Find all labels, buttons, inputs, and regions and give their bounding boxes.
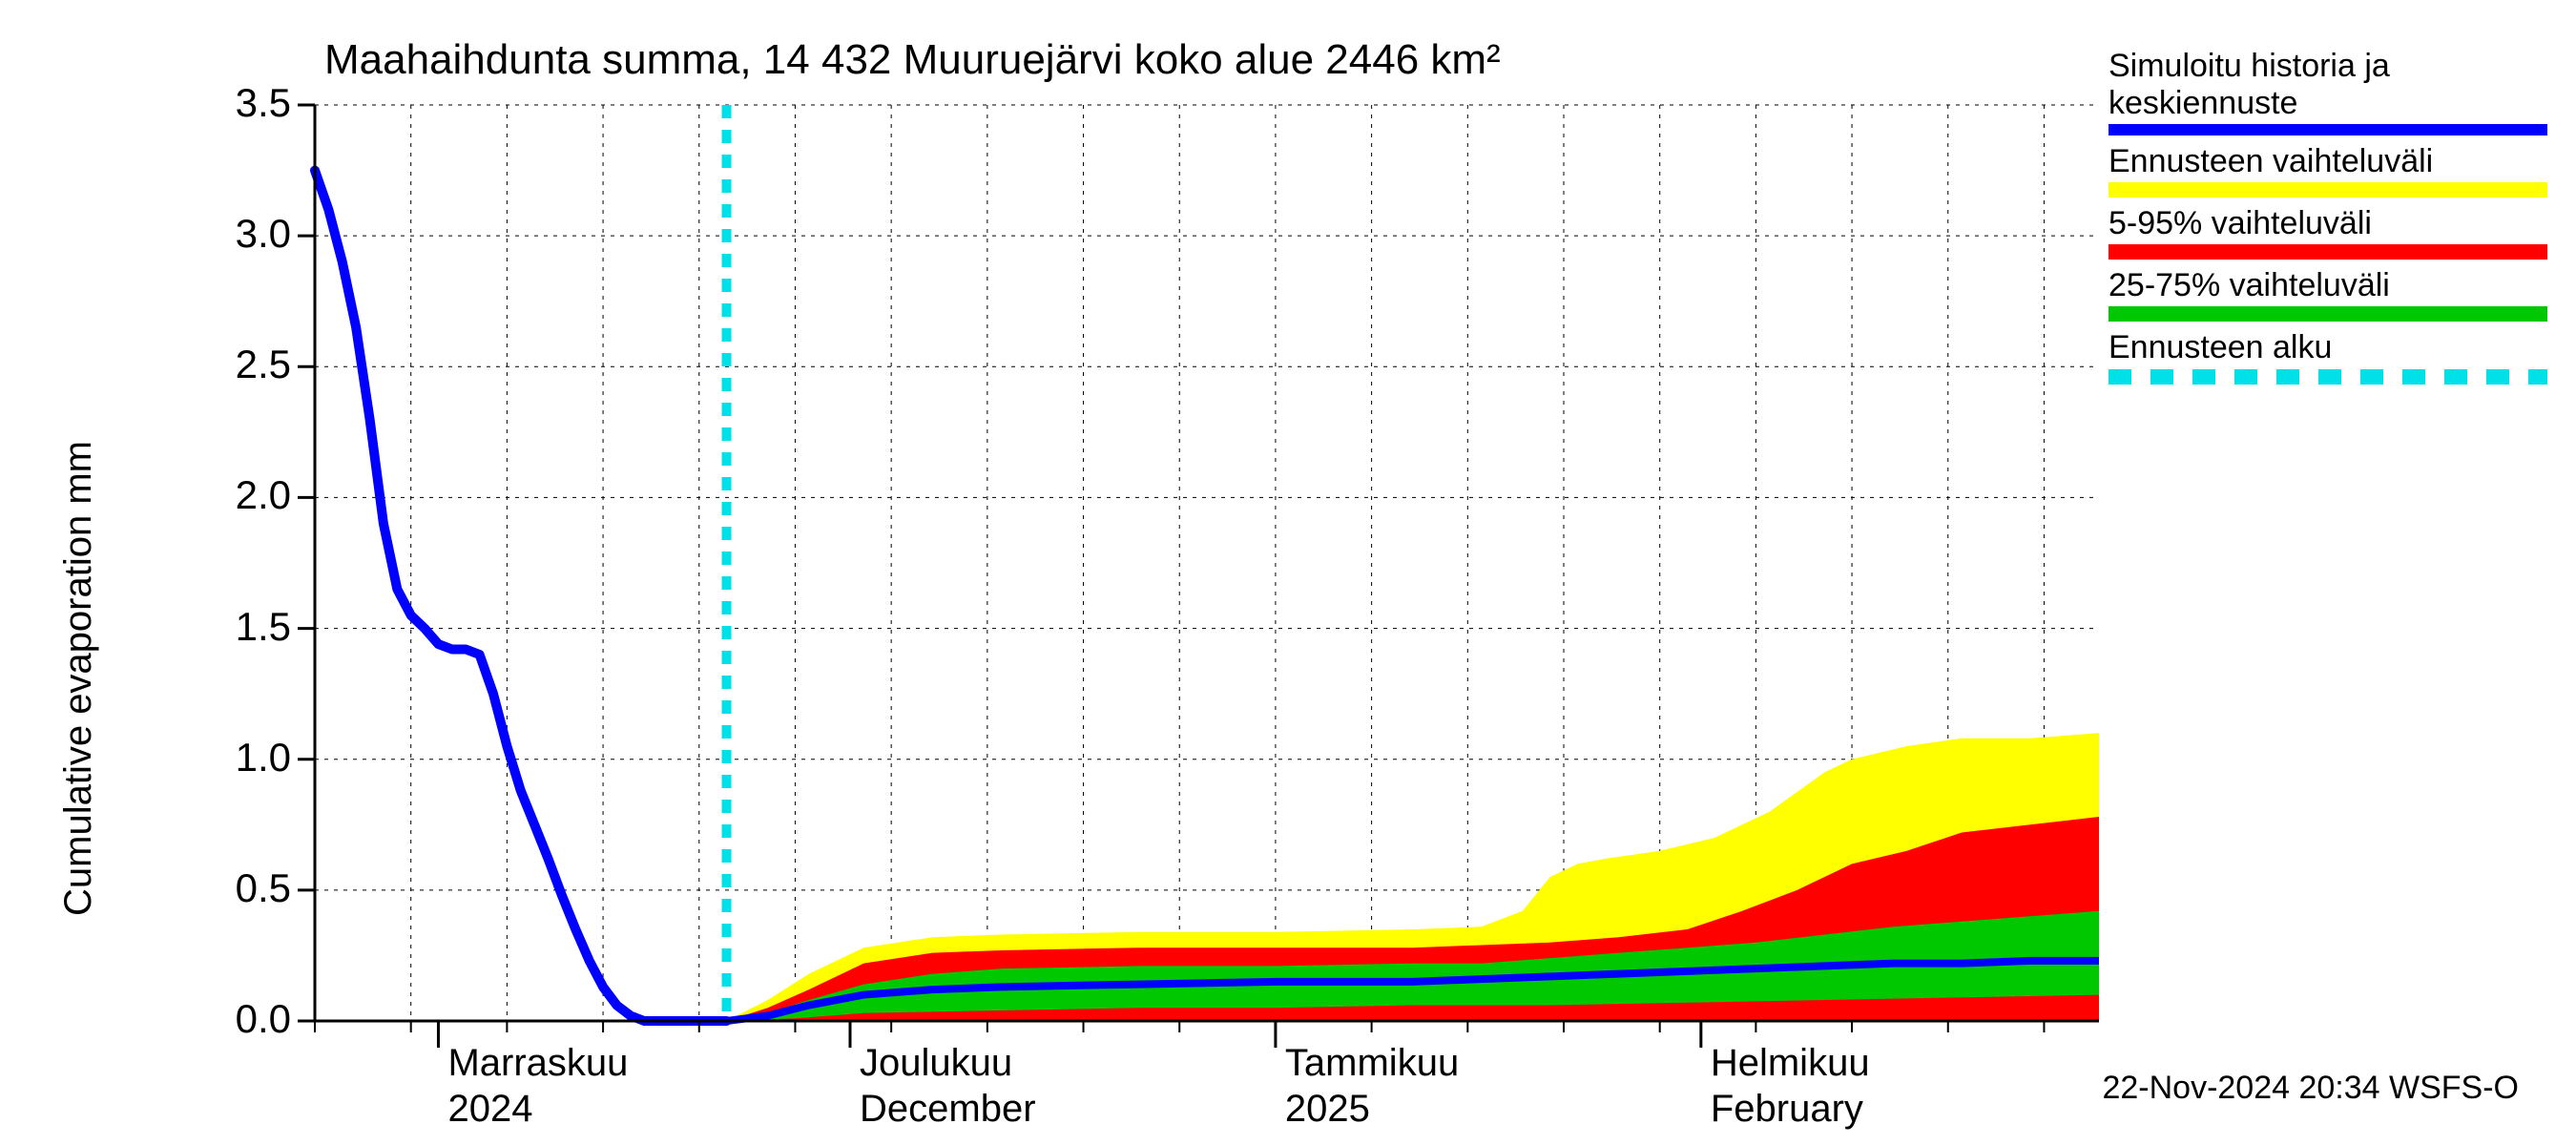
y-tick-label: 3.5 <box>200 80 291 126</box>
legend-item: Ennusteen alku <box>2109 329 2547 384</box>
legend-swatch <box>2109 244 2547 260</box>
legend-swatch <box>2109 306 2547 322</box>
chart-footer: 22-Nov-2024 20:34 WSFS-O <box>2102 1070 2519 1107</box>
x-month-label: Joulukuu <box>860 1042 1012 1085</box>
legend-item: Ennusteen vaihteluväli <box>2109 143 2547 198</box>
legend-swatch <box>2109 182 2547 198</box>
legend-label: Ennusteen vaihteluväli <box>2109 143 2547 180</box>
chart-container: Maahaihdunta summa, 14 432 Muuruejärvi k… <box>0 0 2576 1145</box>
y-tick-label: 2.0 <box>200 472 291 518</box>
x-month-sublabel: 2025 <box>1285 1088 1370 1131</box>
x-month-sublabel: February <box>1711 1088 1863 1131</box>
x-month-sublabel: 2024 <box>447 1088 532 1131</box>
legend-label: Ennusteen alku <box>2109 329 2547 366</box>
x-month-sublabel: December <box>860 1088 1036 1131</box>
legend-label: 5-95% vaihteluväli <box>2109 205 2547 242</box>
x-month-label: Marraskuu <box>447 1042 628 1085</box>
legend-item: 5-95% vaihteluväli <box>2109 205 2547 260</box>
legend-item: 25-75% vaihteluväli <box>2109 267 2547 322</box>
x-month-label: Helmikuu <box>1711 1042 1870 1085</box>
y-tick-label: 1.5 <box>200 604 291 650</box>
legend-label: 25-75% vaihteluväli <box>2109 267 2547 304</box>
legend-item: Simuloitu historia ja keskiennuste <box>2109 48 2547 135</box>
legend-swatch <box>2109 124 2547 135</box>
x-month-label: Tammikuu <box>1285 1042 1459 1085</box>
y-tick-label: 2.5 <box>200 342 291 387</box>
legend-swatch <box>2109 369 2547 385</box>
legend: Simuloitu historia ja keskiennuste Ennust… <box>2109 48 2547 392</box>
y-tick-label: 0.0 <box>200 996 291 1042</box>
y-tick-label: 3.0 <box>200 211 291 257</box>
legend-label: Simuloitu historia ja keskiennuste <box>2109 48 2547 122</box>
y-tick-label: 0.5 <box>200 865 291 911</box>
y-tick-label: 1.0 <box>200 735 291 781</box>
